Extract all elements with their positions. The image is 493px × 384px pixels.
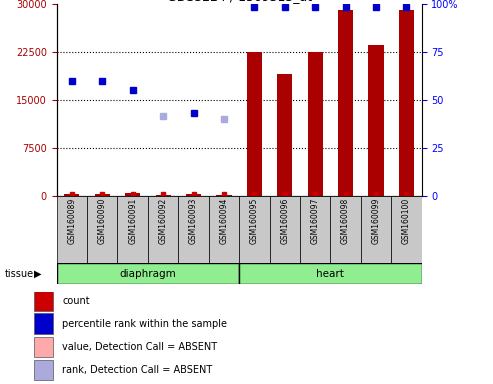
Text: heart: heart [317, 268, 344, 279]
Bar [87, 196, 117, 263]
Text: value, Detection Call = ABSENT: value, Detection Call = ABSENT [62, 342, 217, 352]
Bar [368, 45, 384, 196]
Bar [148, 196, 178, 263]
Text: GSM160089: GSM160089 [68, 198, 76, 244]
Text: tissue: tissue [5, 268, 34, 279]
Text: GSM160097: GSM160097 [311, 198, 319, 244]
Text: percentile rank within the sample: percentile rank within the sample [62, 319, 227, 329]
Bar [300, 196, 330, 263]
Text: GSM160090: GSM160090 [98, 198, 107, 244]
Bar [239, 263, 422, 284]
Bar [391, 196, 422, 263]
Bar [209, 196, 239, 263]
Bar [277, 74, 292, 196]
Bar [95, 194, 110, 196]
Text: GSM160093: GSM160093 [189, 198, 198, 244]
Bar [64, 194, 79, 196]
Bar [330, 196, 361, 263]
Text: rank, Detection Call = ABSENT: rank, Detection Call = ABSENT [62, 365, 212, 375]
Bar [57, 263, 239, 284]
Bar [117, 196, 148, 263]
Bar [155, 195, 171, 196]
Bar [34, 359, 53, 380]
Bar [178, 196, 209, 263]
Bar [34, 313, 53, 334]
Bar [338, 10, 353, 196]
Bar [125, 193, 141, 196]
Bar [239, 196, 270, 263]
Bar [270, 196, 300, 263]
Text: GSM160091: GSM160091 [128, 198, 137, 244]
Text: GSM160099: GSM160099 [371, 198, 381, 244]
Bar [399, 10, 414, 196]
Bar [308, 52, 323, 196]
Bar [34, 336, 53, 357]
Bar [216, 195, 232, 196]
Text: GSM160096: GSM160096 [280, 198, 289, 244]
Text: count: count [62, 296, 90, 306]
Bar [186, 194, 201, 196]
Text: GSM160094: GSM160094 [219, 198, 228, 244]
Text: GSM160092: GSM160092 [159, 198, 168, 244]
Bar [34, 290, 53, 311]
Bar [57, 196, 87, 263]
Text: GSM160098: GSM160098 [341, 198, 350, 244]
Text: ▶: ▶ [34, 268, 41, 279]
Text: GSM160095: GSM160095 [250, 198, 259, 244]
Bar [361, 196, 391, 263]
Title: GDS3224 / 1369313_at: GDS3224 / 1369313_at [167, 0, 312, 3]
Text: diaphragm: diaphragm [119, 268, 176, 279]
Text: GSM160100: GSM160100 [402, 198, 411, 244]
Bar [246, 52, 262, 196]
